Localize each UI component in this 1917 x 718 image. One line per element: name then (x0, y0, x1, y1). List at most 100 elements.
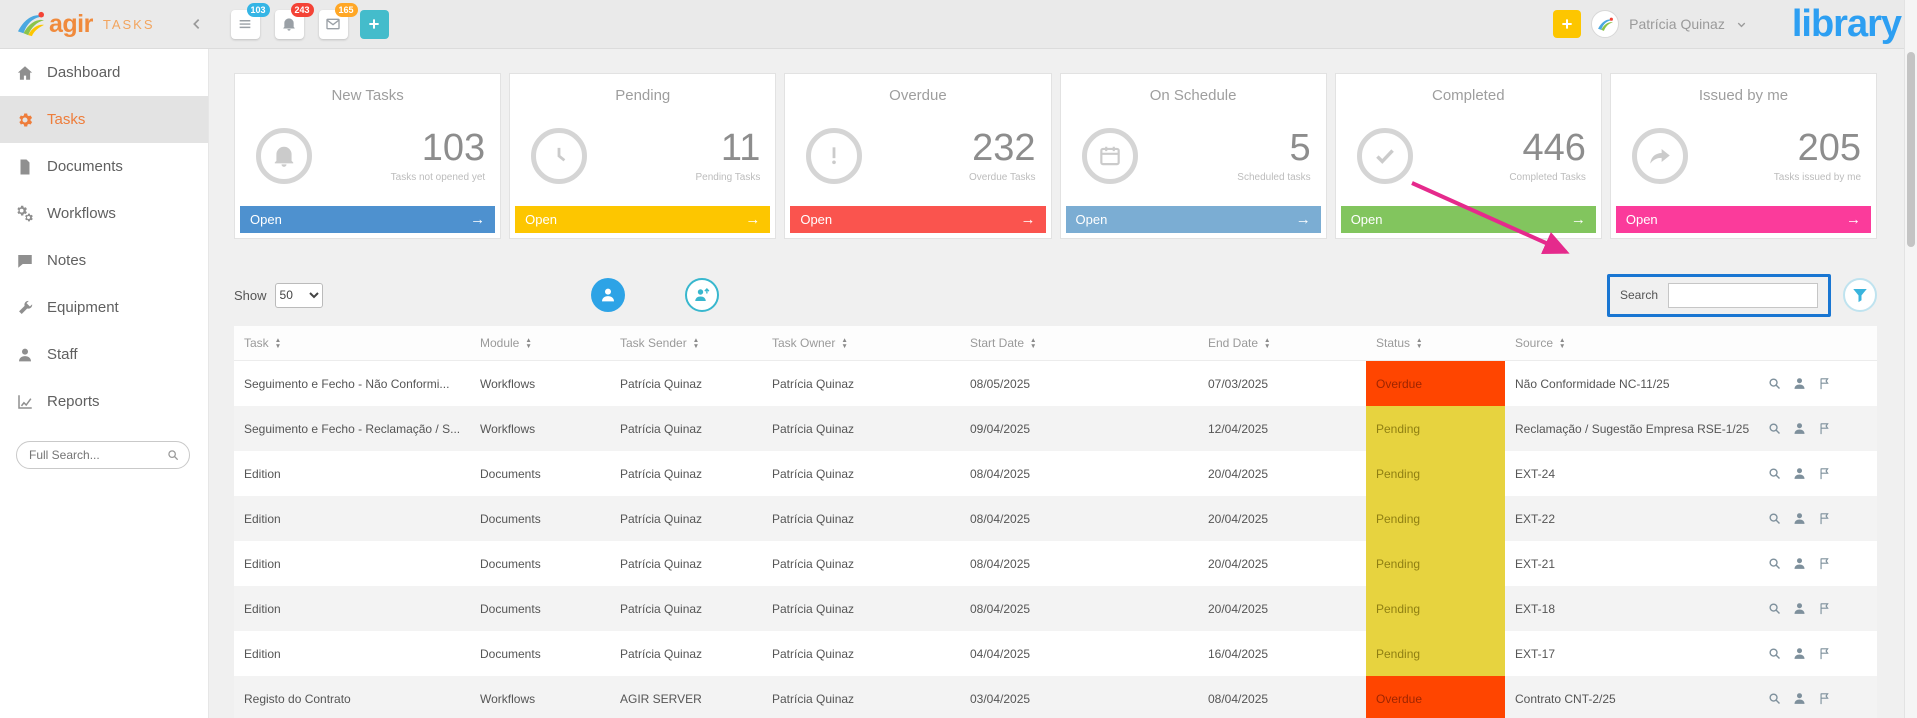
card-open-button[interactable]: Open → (1615, 206, 1872, 233)
view-task-icon[interactable] (1767, 421, 1782, 436)
cell-actions (1761, 451, 1877, 496)
sort-icon[interactable]: ▲ ▼ (1559, 337, 1566, 350)
flag-task-icon[interactable] (1817, 601, 1832, 616)
cell-actions (1761, 361, 1877, 407)
search-label: Search (1619, 288, 1658, 302)
task-row[interactable]: Edition Documents Patrícia Quinaz Patrícia … (234, 631, 1877, 676)
view-task-icon[interactable] (1767, 601, 1782, 616)
plus-icon (1559, 16, 1575, 32)
view-task-icon[interactable] (1767, 691, 1782, 706)
quick-add-button[interactable] (359, 9, 389, 39)
flag-task-icon[interactable] (1817, 376, 1832, 391)
assigned-user-button[interactable] (590, 278, 625, 312)
topbar-alerts-button[interactable]: 243 (274, 2, 314, 39)
task-row[interactable]: Edition Documents Patrícia Quinaz Patrícia … (234, 496, 1877, 541)
col-header-task[interactable]: Task ▲ ▼ (234, 326, 470, 361)
flag-task-icon[interactable] (1817, 466, 1832, 481)
cell-task-owner: Patrícia Quinaz (772, 421, 855, 436)
sidebar-item-documents[interactable]: Documents (0, 143, 208, 190)
task-person-icon[interactable] (1792, 556, 1807, 571)
sidebar-item-label: Staff (47, 346, 78, 363)
table-search-input[interactable] (1668, 282, 1818, 308)
sort-icon[interactable]: ▲ ▼ (1030, 337, 1037, 350)
stat-card-new-tasks: New Tasks 103 Tasks not opened yet Open → (234, 73, 502, 239)
create-new-button[interactable] (1553, 10, 1582, 38)
cell-start-date: 03/04/2025 (970, 691, 1031, 706)
card-open-button[interactable]: Open → (1340, 206, 1596, 233)
task-person-icon[interactable] (1792, 376, 1807, 391)
view-task-icon[interactable] (1767, 556, 1782, 571)
full-search-input[interactable] (16, 441, 190, 469)
sidebar-item-staff[interactable]: Staff (0, 331, 208, 378)
sidebar-item-dashboard[interactable]: Dashboard (0, 49, 208, 96)
col-header-start-date[interactable]: Start Date ▲ ▼ (960, 326, 1198, 361)
sidebar-item-reports[interactable]: Reports (0, 378, 208, 425)
card-open-button[interactable]: Open → (240, 206, 496, 233)
view-task-icon[interactable] (1767, 511, 1782, 526)
card-open-button[interactable]: Open → (515, 206, 771, 233)
chevron-left-icon[interactable] (189, 16, 205, 32)
person-add-icon (693, 286, 711, 304)
col-header-task-owner[interactable]: Task Owner ▲ ▼ (762, 326, 960, 361)
check-icon (1356, 128, 1413, 184)
topbar-messages-button[interactable]: 165 (318, 2, 358, 39)
task-person-icon[interactable] (1792, 466, 1807, 481)
sidebar-item-tasks[interactable]: Tasks (0, 96, 208, 143)
person-icon (16, 346, 34, 364)
topbar-tasks-button[interactable]: 103 (230, 2, 270, 39)
view-task-icon[interactable] (1767, 376, 1782, 391)
card-open-button[interactable]: Open → (1065, 206, 1321, 233)
task-row[interactable]: Edition Documents Patrícia Quinaz Patrícia … (234, 541, 1877, 586)
flag-task-icon[interactable] (1817, 556, 1832, 571)
task-person-icon[interactable] (1792, 601, 1807, 616)
chevron-down-icon[interactable] (1735, 18, 1748, 31)
sidebar-item-equipment[interactable]: Equipment (0, 284, 208, 331)
sort-icon[interactable]: ▲ ▼ (692, 337, 700, 350)
col-label: Task (244, 336, 269, 350)
open-label: Open (1625, 212, 1658, 227)
scrollbar-thumb[interactable] (1907, 52, 1915, 247)
sidebar-item-notes[interactable]: Notes (0, 237, 208, 284)
task-row[interactable]: Edition Documents Patrícia Quinaz Patrícia … (234, 586, 1877, 631)
avatar[interactable] (1591, 10, 1620, 38)
sort-icon[interactable]: ▲ ▼ (525, 337, 532, 350)
arrow-right-icon: → (470, 211, 486, 228)
vertical-scrollbar[interactable] (1904, 0, 1917, 718)
filter-button[interactable] (1843, 278, 1877, 312)
cell-end-date: 20/04/2025 (1208, 601, 1269, 616)
view-task-icon[interactable] (1767, 466, 1782, 481)
flag-task-icon[interactable] (1817, 511, 1832, 526)
card-body: 103 Tasks not opened yet (240, 104, 495, 200)
sidebar-item-workflows[interactable]: Workflows (0, 190, 208, 237)
col-header-status[interactable]: Status ▲ ▼ (1366, 326, 1505, 361)
sort-icon[interactable]: ▲ ▼ (841, 337, 848, 350)
flag-task-icon[interactable] (1817, 691, 1832, 706)
task-person-icon[interactable] (1792, 421, 1807, 436)
show-count-select[interactable]: 50 (274, 282, 323, 308)
col-header-end-date[interactable]: End Date ▲ ▼ (1198, 326, 1366, 361)
user-name[interactable]: Patrícia Quinaz (1629, 16, 1725, 32)
task-person-icon[interactable] (1792, 646, 1807, 661)
bell-icon (281, 16, 297, 32)
cell-source: Reclamação / Sugestão Empresa RSE-1/25 (1515, 421, 1750, 436)
task-row[interactable]: Seguimento e Fecho - Não Conformi... Work… (234, 361, 1877, 407)
flag-task-icon[interactable] (1817, 421, 1832, 436)
flag-task-icon[interactable] (1817, 646, 1832, 661)
sort-icon[interactable]: ▲ ▼ (274, 337, 282, 350)
workflow-icon (16, 205, 34, 223)
task-row[interactable]: Edition Documents Patrícia Quinaz Patrícia … (234, 451, 1877, 496)
assign-person-button[interactable] (684, 278, 719, 312)
col-header-module[interactable]: Module ▲ ▼ (470, 326, 610, 361)
task-row[interactable]: Registo do Contrato Workflows AGIR SERVER P… (234, 676, 1877, 718)
task-person-icon[interactable] (1792, 691, 1807, 706)
sort-icon[interactable]: ▲ ▼ (1416, 337, 1423, 350)
task-person-icon[interactable] (1792, 511, 1807, 526)
task-row[interactable]: Seguimento e Fecho - Reclamação / S... Wo… (234, 406, 1877, 451)
card-open-button[interactable]: Open → (790, 206, 1046, 233)
person-icon (599, 286, 617, 304)
cell-task-owner: Patrícia Quinaz (772, 691, 855, 706)
col-header-source[interactable]: Source ▲ ▼ (1505, 326, 1761, 361)
view-task-icon[interactable] (1767, 646, 1782, 661)
sort-icon[interactable]: ▲ ▼ (1264, 337, 1271, 350)
col-header-task-sender[interactable]: Task Sender ▲ ▼ (610, 326, 762, 361)
